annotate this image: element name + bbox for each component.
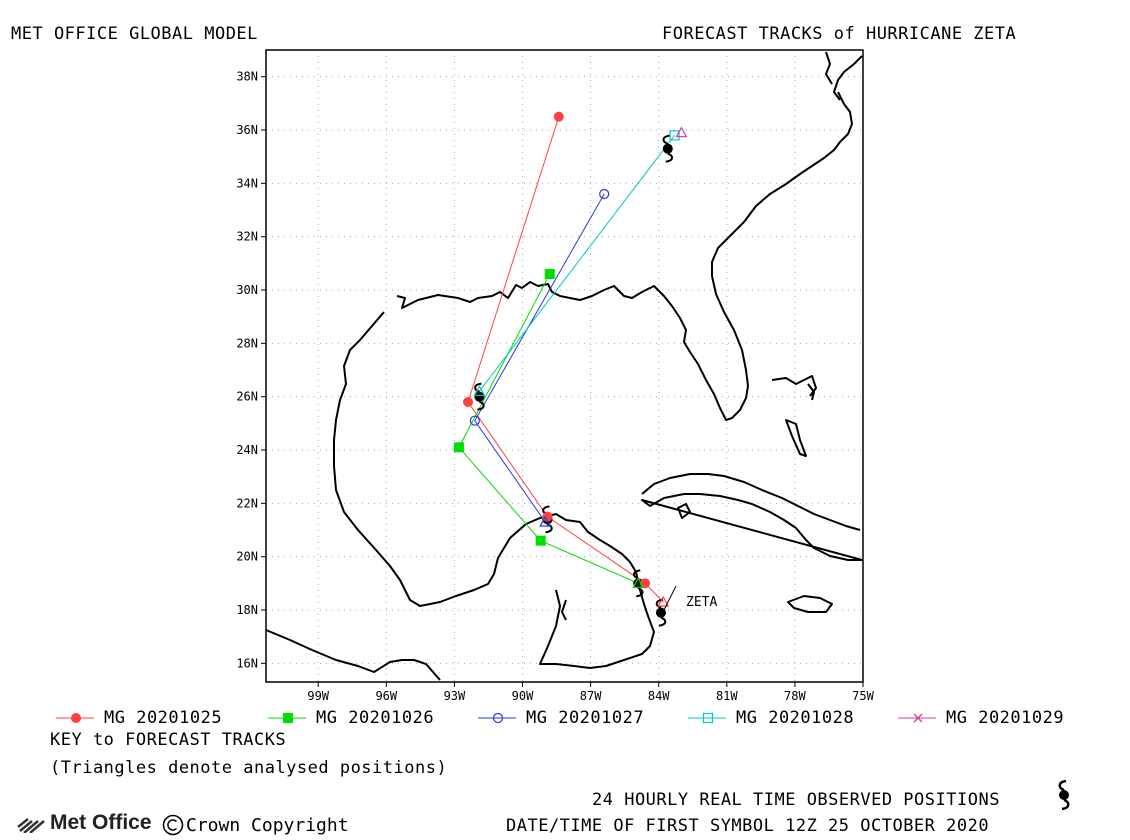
- jamaica: [787, 595, 833, 613]
- legend-label: MG 20201027: [526, 708, 645, 728]
- lat-tick-label: 24N: [236, 443, 258, 457]
- lon-tick-label: 90W: [512, 689, 534, 703]
- forecast-position-marker: [535, 535, 546, 546]
- observed-positions: [474, 134, 674, 627]
- legend-swatch: [478, 712, 516, 724]
- yucatan-coastline: [539, 571, 655, 669]
- lon-tick-label: 96W: [375, 689, 397, 703]
- analysed-position-triangle: [675, 126, 688, 138]
- observed-positions-note: 24 HOURLY REAL TIME OBSERVED POSITIONS: [592, 790, 1000, 810]
- lon-tick-label: 75W: [852, 689, 874, 703]
- lat-tick-label: 34N: [236, 176, 258, 190]
- us-gulf-coastline: [396, 91, 853, 421]
- analysed-position-triangle: [473, 385, 486, 396]
- legend-label: MG 20201029: [946, 708, 1065, 728]
- legend-swatch: [898, 713, 936, 723]
- lat-tick-label: 20N: [236, 550, 258, 564]
- legend-label: MG 20201026: [316, 708, 435, 728]
- model-title: MET OFFICE GLOBAL MODEL: [11, 24, 258, 44]
- legend-marker: [913, 713, 923, 723]
- key-title: KEY to FORECAST TRACKS: [50, 730, 287, 750]
- map-frame: [265, 49, 864, 683]
- mexico-gulf-coastline: [333, 311, 637, 607]
- lat-tick-label: 30N: [236, 283, 258, 297]
- zeta-pointer: [663, 585, 677, 611]
- legend-marker: [702, 712, 714, 724]
- cuba: [641, 473, 863, 561]
- forecast-track-line: [474, 193, 605, 523]
- analysed-position-triangle: [539, 515, 552, 527]
- observed-hurricane-symbol: [662, 134, 674, 163]
- lat-tick-label: 38N: [236, 70, 258, 84]
- forecast-position-marker: [542, 511, 553, 522]
- bahamas-3: [807, 383, 815, 401]
- lat-tick-label: 36N: [236, 123, 258, 137]
- key-note: (Triangles denote analysed positions): [50, 758, 448, 778]
- legend-swatch: [56, 713, 94, 723]
- met-office-logo-text: Met Office: [50, 811, 152, 834]
- legend-marker: [283, 713, 293, 723]
- forecast-track-line: [458, 273, 639, 584]
- forecast-track-line: [467, 116, 664, 603]
- observed-hurricane-symbol: [655, 598, 667, 627]
- axis-labels: 38N 36N 34N 32N 30N 28N 26N 24N 22N 20N 18N 16N 99W 9…: [236, 70, 874, 703]
- isle-of-youth: [677, 503, 691, 519]
- legend-label: MG 20201028: [736, 708, 855, 728]
- forecast-position-marker: [553, 111, 564, 122]
- bahamas-2: [785, 419, 807, 457]
- lat-tick-label: 26N: [236, 390, 258, 404]
- lat-tick-label: 22N: [236, 496, 258, 510]
- chart-title: FORECAST TRACKS of HURRICANE ZETA: [662, 24, 1017, 44]
- lat-tick-label: 28N: [236, 336, 258, 350]
- forecast-position-marker: [544, 269, 555, 279]
- mexico-pacific-coastline: [265, 629, 441, 681]
- forecast-position-marker: [599, 188, 610, 200]
- lon-tick-label: 99W: [307, 689, 329, 703]
- forecast-position-marker: [463, 397, 474, 407]
- forecast-tracks: [458, 116, 675, 603]
- copyright-text: Crown Copyright: [186, 815, 349, 836]
- forecast-markers: [453, 111, 688, 607]
- lat-tick-label: 18N: [236, 603, 258, 617]
- belize-coast: [561, 599, 567, 621]
- lat-tick-label: 16N: [236, 656, 258, 670]
- forecast-track-line: [478, 135, 675, 392]
- forecast-position-marker: [453, 442, 464, 453]
- lon-tick-label: 78W: [784, 689, 806, 703]
- bahamas-1: [771, 375, 817, 397]
- hurricane-symbol-icon: [1058, 780, 1070, 810]
- legend-label: MG 20201025: [104, 708, 223, 728]
- chesapeake: [825, 51, 833, 85]
- us-east-coastline: [833, 55, 863, 101]
- lon-tick-label: 81W: [716, 689, 738, 703]
- lon-tick-label: 93W: [444, 689, 466, 703]
- lon-tick-label: 87W: [580, 689, 602, 703]
- analysed-position-triangle: [632, 577, 645, 588]
- map-gridlines: [266, 50, 864, 682]
- observed-hurricane-symbol: [474, 382, 485, 411]
- lat-tick-label: 32N: [236, 230, 258, 244]
- storm-label: ZETA: [686, 595, 717, 610]
- legend-swatch: [268, 713, 306, 723]
- met-office-logo-icon: [17, 818, 45, 833]
- date-time-note: DATE/TIME OF FIRST SYMBOL 12Z 25 OCTOBER…: [506, 816, 990, 836]
- legend-swatch: [688, 712, 726, 724]
- legend-marker: [492, 712, 504, 724]
- copyright-icon: [162, 814, 184, 836]
- coastlines: [265, 51, 863, 681]
- forecast-position-marker: [469, 415, 480, 426]
- forecast-position-marker: [669, 130, 680, 141]
- analysed-position-triangle: [657, 595, 670, 607]
- legend-marker: [71, 713, 81, 723]
- lon-tick-label: 84W: [648, 689, 670, 703]
